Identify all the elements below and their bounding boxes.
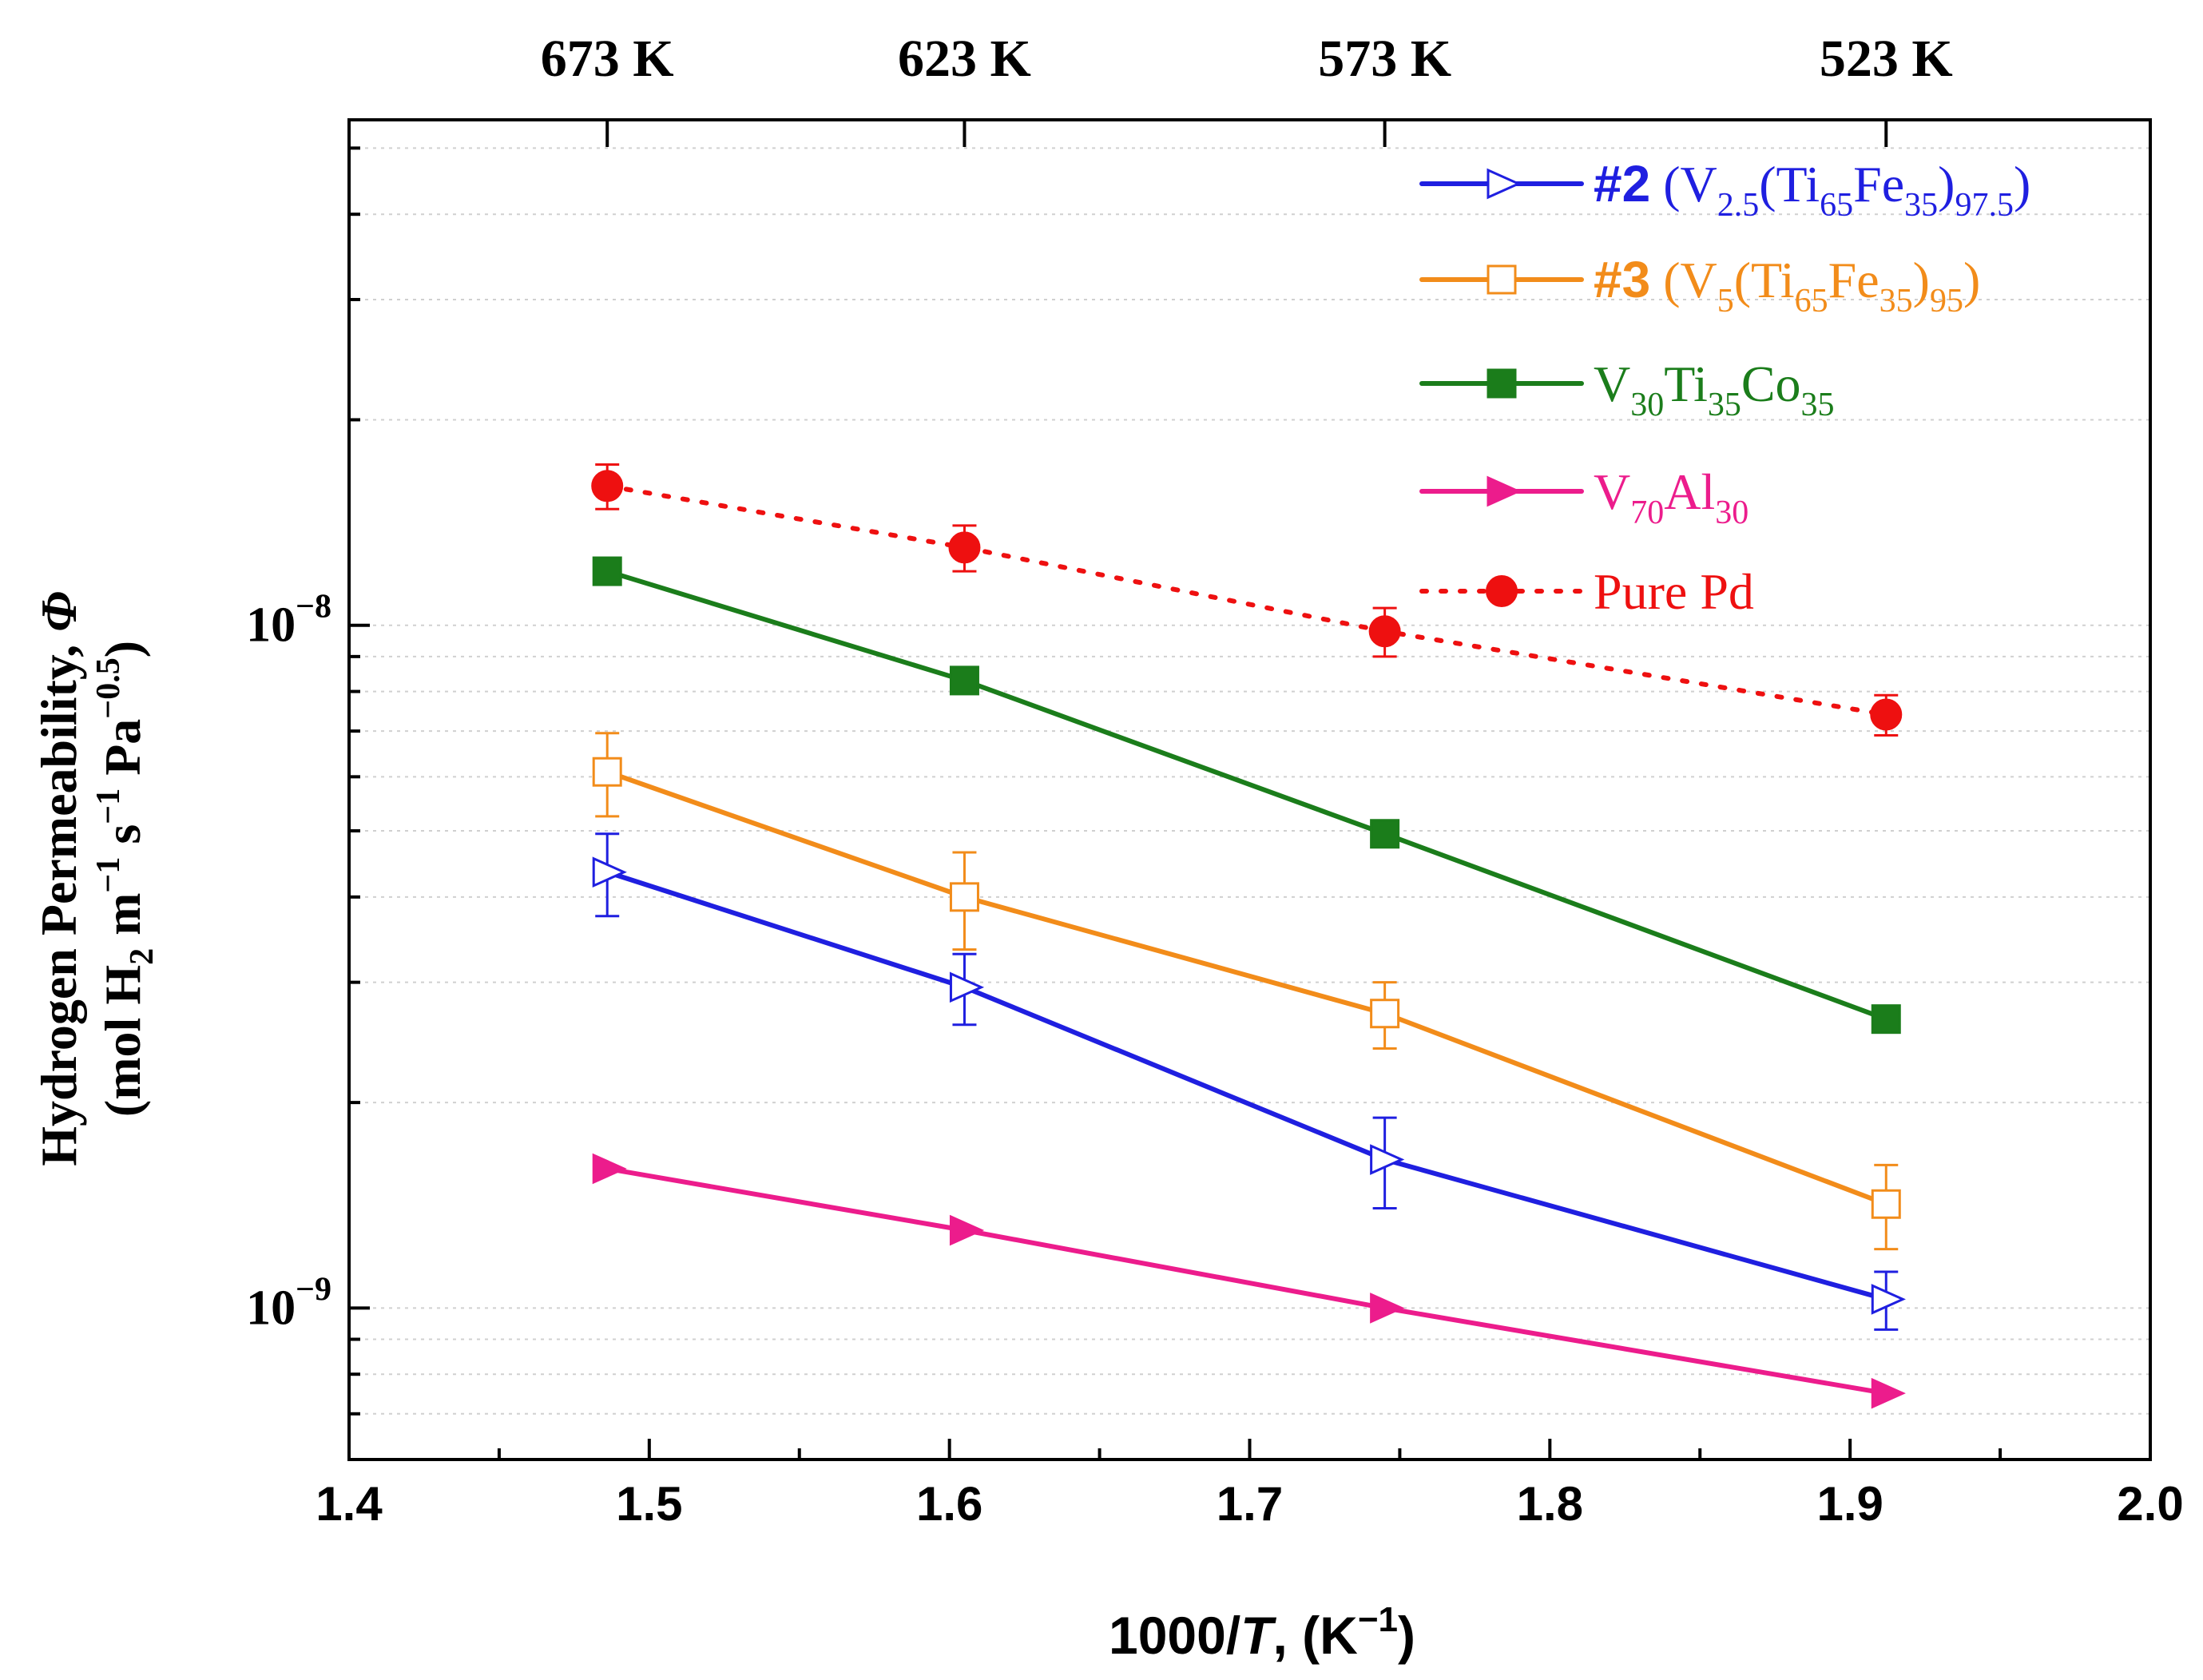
y-axis-label-line2: (mol H2 m−1 s−1 Pa−0.5) <box>90 641 161 1117</box>
x-tick-label: 1.8 <box>1517 1477 1583 1531</box>
data-point <box>1487 264 1517 295</box>
plot-frame <box>347 118 2152 1461</box>
x-tick-label: 1.6 <box>916 1477 982 1531</box>
x-tick-label: 1.4 <box>316 1477 383 1531</box>
data-point <box>592 757 622 787</box>
legend-layer: #2 (V2.5(Ti65Fe35)97.5) #3 (V5(Ti65Fe35)9… <box>1419 155 2030 620</box>
data-point <box>1871 1377 1906 1409</box>
top-tick-label: 623 K <box>898 30 1031 88</box>
data-point <box>1370 819 1400 849</box>
legend-entry-2: #3 (V5(Ti65Fe35)95) <box>1419 251 1980 320</box>
data-point <box>1487 475 1522 507</box>
data-point <box>949 1214 985 1246</box>
data-point <box>1487 368 1517 399</box>
x-axis-label: 1000/T, (K−1) <box>1109 1600 1415 1665</box>
top-tick-label: 673 K <box>541 30 674 88</box>
series-1 <box>592 832 1906 1331</box>
series-line <box>605 769 1889 1207</box>
data-point <box>1370 1293 1405 1324</box>
data-point <box>1370 1144 1405 1175</box>
data-point <box>1487 168 1522 200</box>
top-tick-label: 573 K <box>1318 30 1451 88</box>
legend-label: V70Al30 <box>1594 463 1749 531</box>
x-tick-label: 1.5 <box>616 1477 682 1531</box>
data-point <box>949 665 979 696</box>
y-axis-label-line1: Hydrogen Permeability, Φ <box>30 591 87 1166</box>
data-point <box>592 556 622 586</box>
data-point <box>592 856 627 888</box>
legend-entry-3: V30Ti35Co35 <box>1419 355 1835 423</box>
series-line <box>605 569 1889 1022</box>
x-tick-label: 1.7 <box>1217 1477 1283 1531</box>
data-point <box>949 971 985 1003</box>
legend-label: Pure Pd <box>1594 563 1754 620</box>
y-tick-label: 10−9 <box>246 1271 331 1335</box>
series-2 <box>592 732 1901 1251</box>
legend-entry-4: V70Al30 <box>1419 463 1749 531</box>
data-point <box>948 531 981 564</box>
grid-layer <box>349 147 2150 1460</box>
data-point <box>592 1153 627 1185</box>
data-point <box>1368 615 1401 648</box>
series-line <box>605 483 1889 717</box>
data-point <box>591 470 624 502</box>
series-3 <box>592 556 1901 1035</box>
data-point <box>949 882 979 912</box>
x-tick-label: 1.9 <box>1816 1477 1883 1531</box>
legend-label: V30Ti35Co35 <box>1594 355 1835 423</box>
series-line <box>605 869 1889 1302</box>
x-tick-label: 2.0 <box>2117 1477 2183 1531</box>
axis-layer: 10−9 10−8 1.4 1.5 1.6 1.7 1.8 1.9 2.0 673 K 623 K 5… <box>246 30 2184 1531</box>
data-point <box>1870 698 1903 731</box>
data-point <box>1871 1189 1901 1219</box>
legend-label: #2 (V2.5(Ti65Fe35)97.5) <box>1594 155 2030 224</box>
legend-entry-5: Pure Pd <box>1419 563 1754 620</box>
series-4 <box>592 1153 1906 1409</box>
y-tick-label: 10−8 <box>246 589 331 653</box>
legend-label: #3 (V5(Ti65Fe35)95) <box>1594 251 1980 320</box>
legend-entry-1: #2 (V2.5(Ti65Fe35)97.5) <box>1419 155 2030 224</box>
series-5 <box>591 463 1903 737</box>
data-point <box>1871 1004 1901 1035</box>
data-point <box>1486 575 1518 607</box>
series-line <box>605 1166 1889 1396</box>
series-layer <box>591 463 1906 1409</box>
top-tick-label: 523 K <box>1820 30 1953 88</box>
data-point <box>1370 999 1400 1029</box>
data-point <box>1871 1284 1906 1315</box>
